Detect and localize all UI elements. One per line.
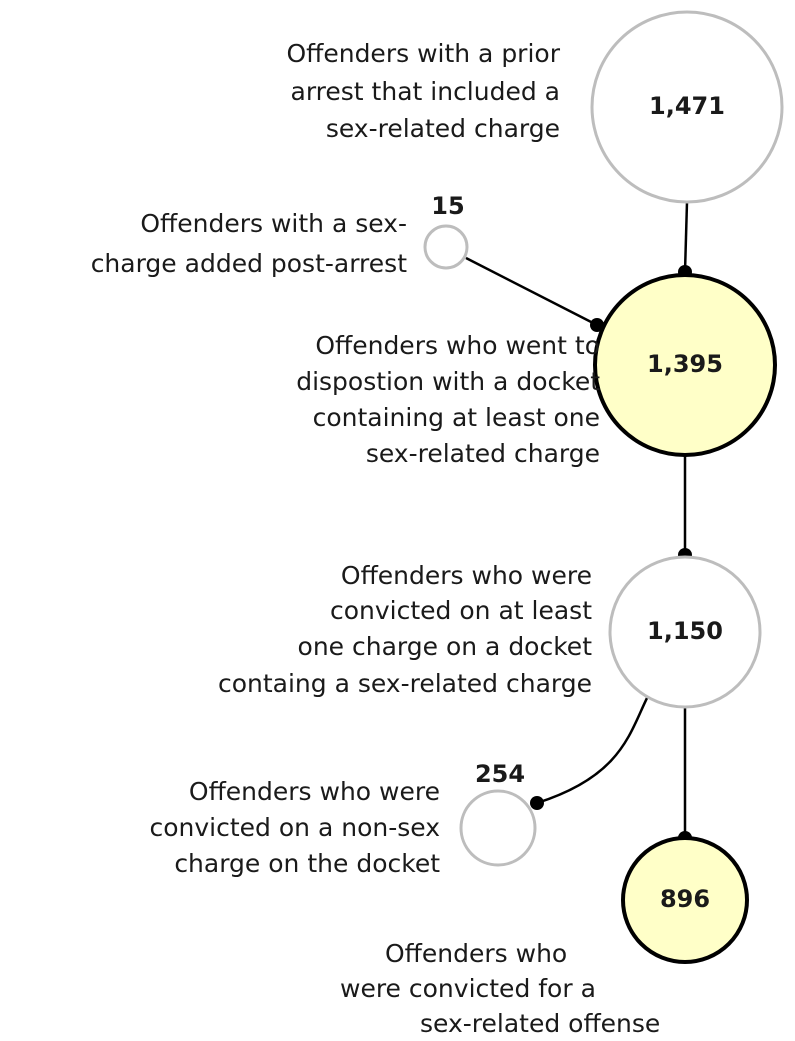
node-value: 15 [431, 192, 464, 220]
connector [683, 201, 689, 273]
node-label: one charge on a docket [298, 632, 593, 661]
dot [590, 318, 604, 332]
node-label: Offenders who [385, 939, 567, 968]
node-circle [593, 273, 777, 457]
connectors [465, 201, 689, 838]
node-label: Offenders who were [341, 561, 592, 590]
node-value: 1,395 [647, 350, 723, 378]
node-value: 896 [660, 885, 710, 913]
node-label: Offenders who were [189, 777, 440, 806]
node-circle [590, 10, 784, 204]
connector [536, 691, 652, 805]
node-value: 254 [475, 760, 525, 788]
node-label: charge on the docket [174, 849, 440, 878]
node-label: sex-related charge [326, 114, 560, 143]
node-label: Offenders with a sex- [140, 209, 407, 238]
node-circle [621, 836, 749, 964]
node-label: charge added post-arrest [91, 249, 408, 278]
node-label: dispostion with a docket [296, 367, 600, 396]
node-label: sex-related charge [366, 439, 600, 468]
node-label: convicted on at least [330, 596, 592, 625]
node-circle [459, 789, 537, 867]
node-label: containing at least one [313, 403, 600, 432]
node-label: were convicted for a [340, 974, 596, 1003]
node-value: 1,471 [649, 92, 725, 120]
node-value: 1,150 [647, 617, 723, 645]
node-label: convicted on a non-sex [150, 813, 441, 842]
node-label: Offenders who went to [315, 331, 600, 360]
node-label: containg a sex-related charge [218, 669, 592, 698]
node-label: sex-related offense [420, 1009, 660, 1038]
node-circle [423, 224, 469, 270]
dot [530, 796, 544, 810]
node-circle [608, 555, 762, 709]
node-label: Offenders with a prior [286, 39, 560, 68]
node-label: arrest that included a [291, 77, 560, 106]
connector [465, 256, 598, 327]
